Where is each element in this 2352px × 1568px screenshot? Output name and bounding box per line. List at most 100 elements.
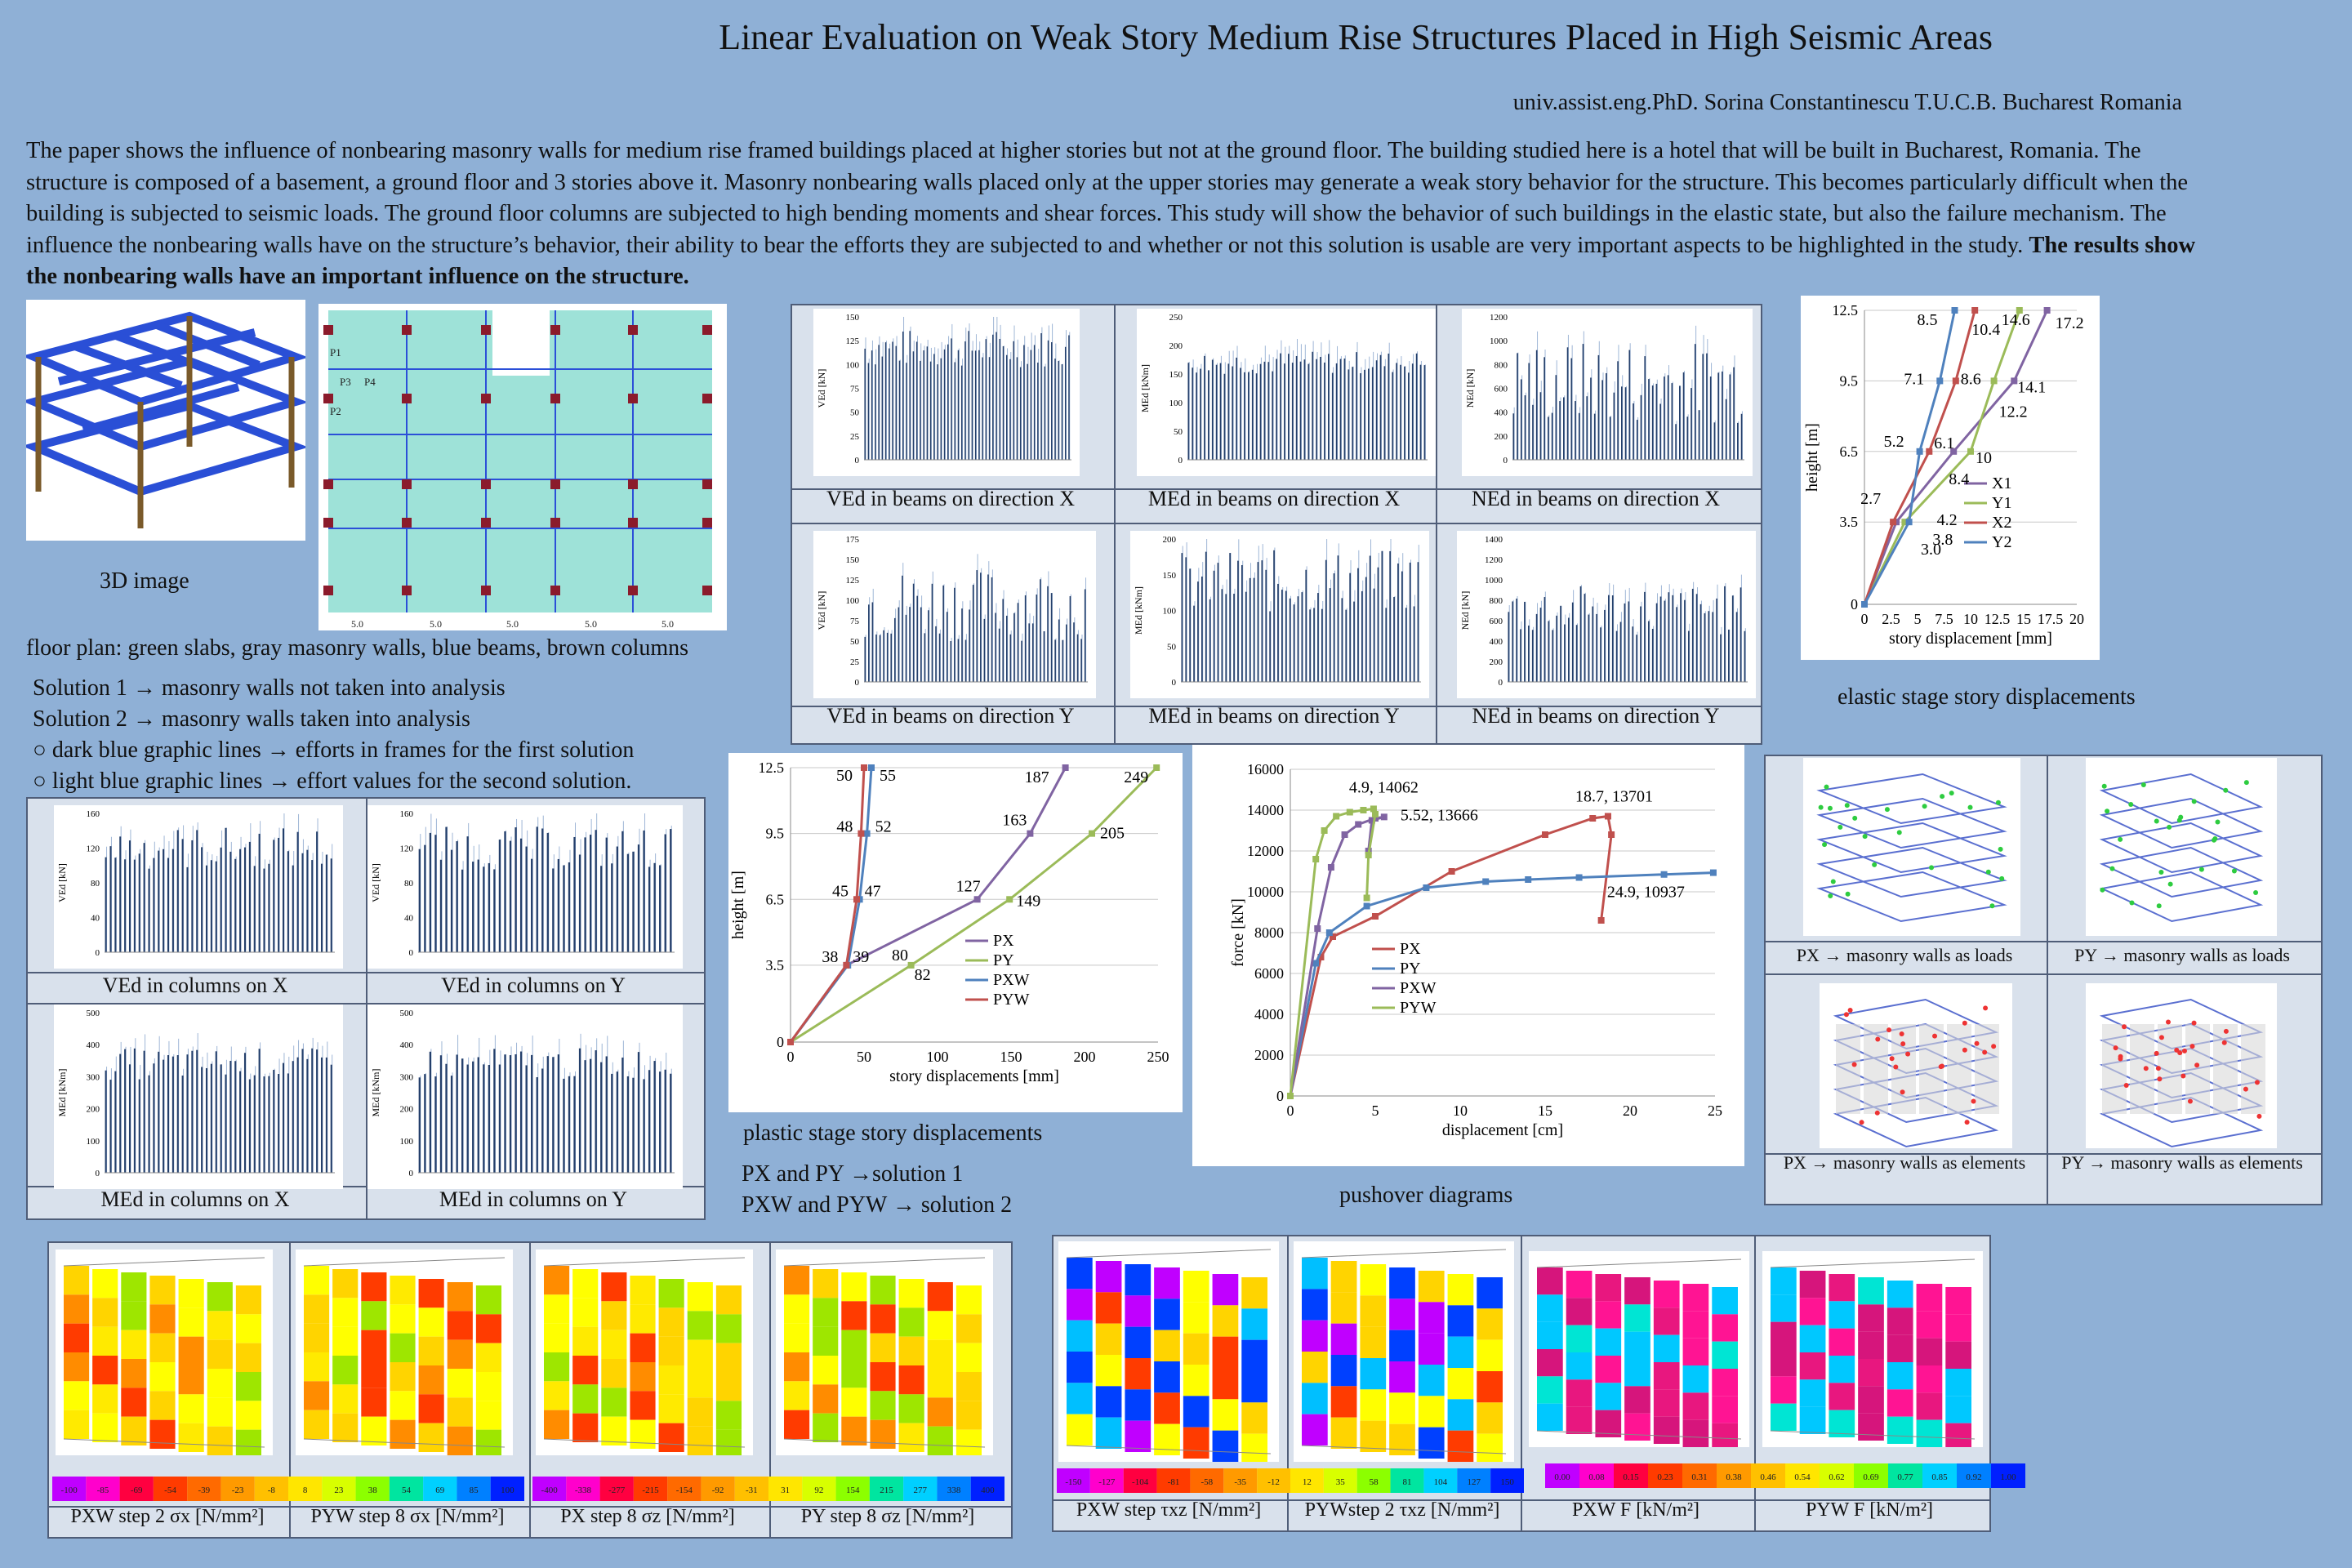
column-0-chart: 0 40 80 120 160 VEd [kN] [54, 805, 343, 969]
bar [653, 862, 656, 952]
bar [1031, 623, 1034, 682]
bar [292, 1061, 294, 1173]
colorbar-label: 23 [334, 1486, 344, 1495]
bar [864, 348, 866, 460]
bar-light [1609, 583, 1610, 682]
bar [128, 840, 131, 952]
bar [916, 595, 918, 682]
data-point [1448, 868, 1455, 875]
tick-label: 400 [1490, 637, 1503, 647]
colorbar-label: 100 [501, 1486, 514, 1495]
data-point [1327, 864, 1334, 871]
bar [215, 1051, 217, 1173]
bar [1227, 363, 1230, 460]
bar [1712, 612, 1714, 682]
bar-light [1010, 352, 1012, 460]
solution-legend: Solution 1 → masonry walls not taken int… [33, 673, 634, 797]
data-label: 14.1 [2017, 378, 2046, 396]
tick-label: 200 [400, 1105, 414, 1115]
data-point [1709, 869, 1717, 876]
bar [434, 1076, 437, 1173]
data-point [2016, 307, 2023, 314]
bar [1204, 355, 1205, 460]
column-chart-caption-2: MEd in columns on X [100, 1187, 290, 1211]
bar-light [1533, 399, 1535, 460]
bar-light [1598, 341, 1600, 460]
bar-light [948, 336, 950, 460]
bar [878, 345, 880, 460]
colorbar-label: 127 [1467, 1477, 1481, 1487]
plan-dim-5: 5.0 [662, 618, 674, 630]
bar-light [1733, 595, 1735, 682]
bar-light [1610, 416, 1611, 460]
bar [1185, 557, 1187, 682]
data-label: 149 [1016, 892, 1040, 910]
bar [1360, 373, 1361, 460]
data-point [863, 830, 871, 837]
bar [531, 858, 533, 952]
bar [1640, 394, 1642, 460]
bar-light [1714, 420, 1716, 460]
x-tick-label: 17.5 [2038, 611, 2064, 627]
bar [472, 862, 474, 952]
shear-caption-1: PYWstep 2 τxz [N/mm²] [1304, 1499, 1500, 1521]
bar-light [1386, 599, 1388, 682]
bar-light [1276, 350, 1278, 460]
bar [148, 868, 150, 952]
data-label: 14.6 [2002, 311, 2030, 329]
bar [1559, 401, 1561, 460]
data-point [1287, 1093, 1294, 1099]
tick-label: 75 [850, 385, 860, 394]
colorbar-swatch [220, 1477, 255, 1501]
colorbar-swatch [355, 1477, 390, 1501]
bar-light [1196, 367, 1198, 460]
column-0-svg: 0 40 80 120 160 VEd [kN] [56, 809, 335, 958]
colorbar-swatch [1579, 1463, 1614, 1488]
building-3d-image [21, 300, 309, 541]
bar-light [1552, 407, 1553, 460]
bar [1617, 361, 1619, 460]
bar [488, 1064, 490, 1173]
bar [1516, 598, 1518, 682]
bar [109, 846, 112, 952]
data-label: 8.6 [1961, 370, 1981, 388]
bar [1251, 369, 1254, 460]
bar-light [1517, 596, 1518, 682]
bar [1575, 401, 1576, 460]
bar-light [1374, 573, 1375, 682]
bar [985, 339, 987, 460]
beam-chart-caption-4: MEd in beams on direction Y [1148, 704, 1400, 728]
bar [1371, 367, 1374, 460]
x-axis-label: displacement [cm] [1442, 1121, 1563, 1139]
bar [466, 836, 469, 952]
bar-light [1414, 595, 1415, 682]
bar-light [1010, 630, 1012, 682]
data-label: 12.2 [1999, 403, 2028, 421]
tick-label: 160 [400, 809, 414, 819]
bar [1611, 595, 1614, 682]
bar-light [1641, 601, 1642, 682]
data-point [1926, 448, 1933, 455]
bar-light [1217, 363, 1218, 460]
bar-light [891, 630, 893, 682]
bar-light [913, 341, 915, 460]
colorbar-sigma-z: -400 -338 -277 -215 -154 -92 -31 31 92 154 215 277 3… [532, 1477, 1004, 1501]
colorbar-label: -400 [541, 1486, 559, 1495]
bar-light [1077, 630, 1079, 682]
bar [1217, 563, 1219, 682]
x-tick-label: 20 [2069, 611, 2084, 627]
bar [1237, 560, 1239, 682]
bar-light [876, 631, 878, 682]
bar [456, 841, 458, 952]
bar [1512, 601, 1514, 682]
bar-light [1512, 599, 1514, 682]
bar [1229, 553, 1232, 682]
bar [1329, 588, 1331, 682]
bar [1575, 625, 1578, 682]
bar [1291, 363, 1294, 460]
legend-entry: PYW [1400, 999, 1437, 1017]
data-label: 6.1 [1934, 434, 1954, 452]
colorbar-swatch [970, 1477, 1004, 1501]
bar [1037, 362, 1039, 460]
colorbar-swatch [1423, 1468, 1458, 1493]
